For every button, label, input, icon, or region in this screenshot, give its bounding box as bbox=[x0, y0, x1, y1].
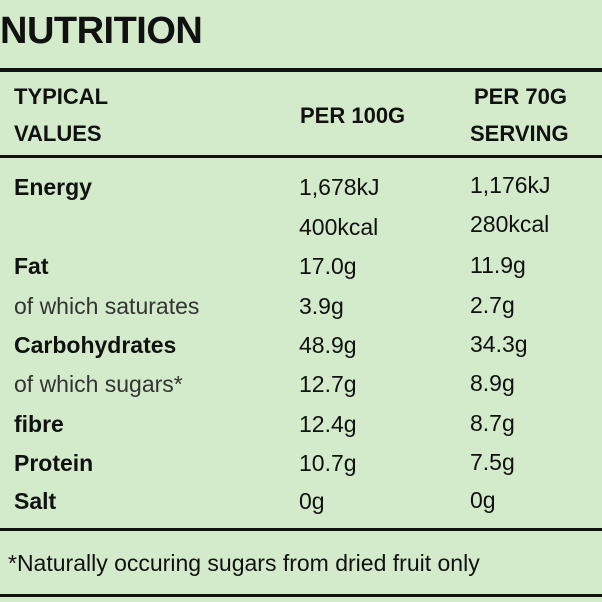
rule bbox=[0, 528, 602, 531]
row-label: of which sugars* bbox=[14, 371, 183, 397]
header-cell: PER 100G bbox=[300, 103, 406, 128]
cell: 280kcal bbox=[470, 211, 550, 237]
cell: 0g bbox=[299, 488, 325, 514]
row-label: fibre bbox=[14, 411, 64, 437]
row-label: Fat bbox=[14, 253, 49, 279]
cell: 48.9g bbox=[299, 332, 357, 358]
footnote: *Naturally occuring sugars from dried fr… bbox=[8, 550, 480, 576]
cell: 3.9g bbox=[299, 293, 344, 319]
cell: 17.0g bbox=[299, 253, 357, 279]
row-label: Salt bbox=[14, 488, 57, 514]
cell: 12.7g bbox=[299, 371, 357, 397]
rule bbox=[0, 155, 602, 158]
row-label: Carbohydrates bbox=[14, 332, 177, 358]
row-label: of which saturates bbox=[14, 293, 200, 319]
header-cell: VALUES bbox=[14, 121, 102, 146]
cell: 11.9g bbox=[470, 252, 526, 278]
rule bbox=[0, 594, 602, 597]
rule bbox=[0, 68, 602, 72]
cell: 1,176kJ bbox=[470, 172, 551, 198]
header-cell: SERVING bbox=[470, 121, 569, 146]
cell: 2.7g bbox=[470, 292, 515, 318]
row-label: Energy bbox=[14, 174, 92, 200]
cell: 7.5g bbox=[470, 449, 515, 475]
header-cell: TYPICAL bbox=[14, 84, 109, 109]
cell: 10.7g bbox=[299, 450, 357, 476]
cell: 8.9g bbox=[470, 370, 515, 396]
cell: 0g bbox=[470, 487, 496, 513]
cell: 1,678kJ bbox=[299, 174, 380, 200]
cell: 12.4g bbox=[299, 411, 357, 437]
row-label: Protein bbox=[14, 450, 94, 476]
cell: 400kcal bbox=[299, 214, 379, 240]
cell: 34.3g bbox=[470, 331, 528, 357]
header-cell: PER 70G bbox=[474, 84, 567, 109]
cell: 8.7g bbox=[470, 410, 515, 436]
title: NUTRITION bbox=[0, 10, 203, 52]
